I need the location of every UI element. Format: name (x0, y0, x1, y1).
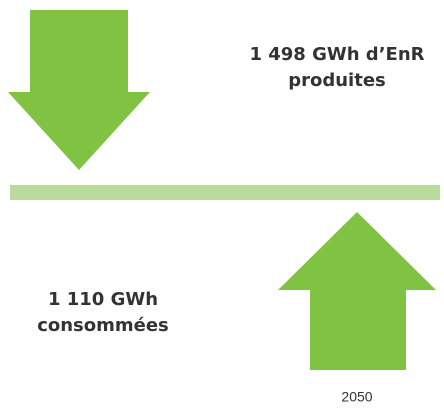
down-arrow (8, 10, 150, 170)
divider-bar (10, 185, 440, 200)
up-arrow (278, 212, 436, 370)
consumed-line-2: consommées (37, 315, 169, 336)
consumed-line-1: 1 110 GWh (48, 289, 158, 310)
produced-line-2: produites (288, 70, 386, 91)
year-label: 2050 (341, 389, 372, 405)
produced-line-1: 1 498 GWh d’EnR (249, 44, 424, 65)
